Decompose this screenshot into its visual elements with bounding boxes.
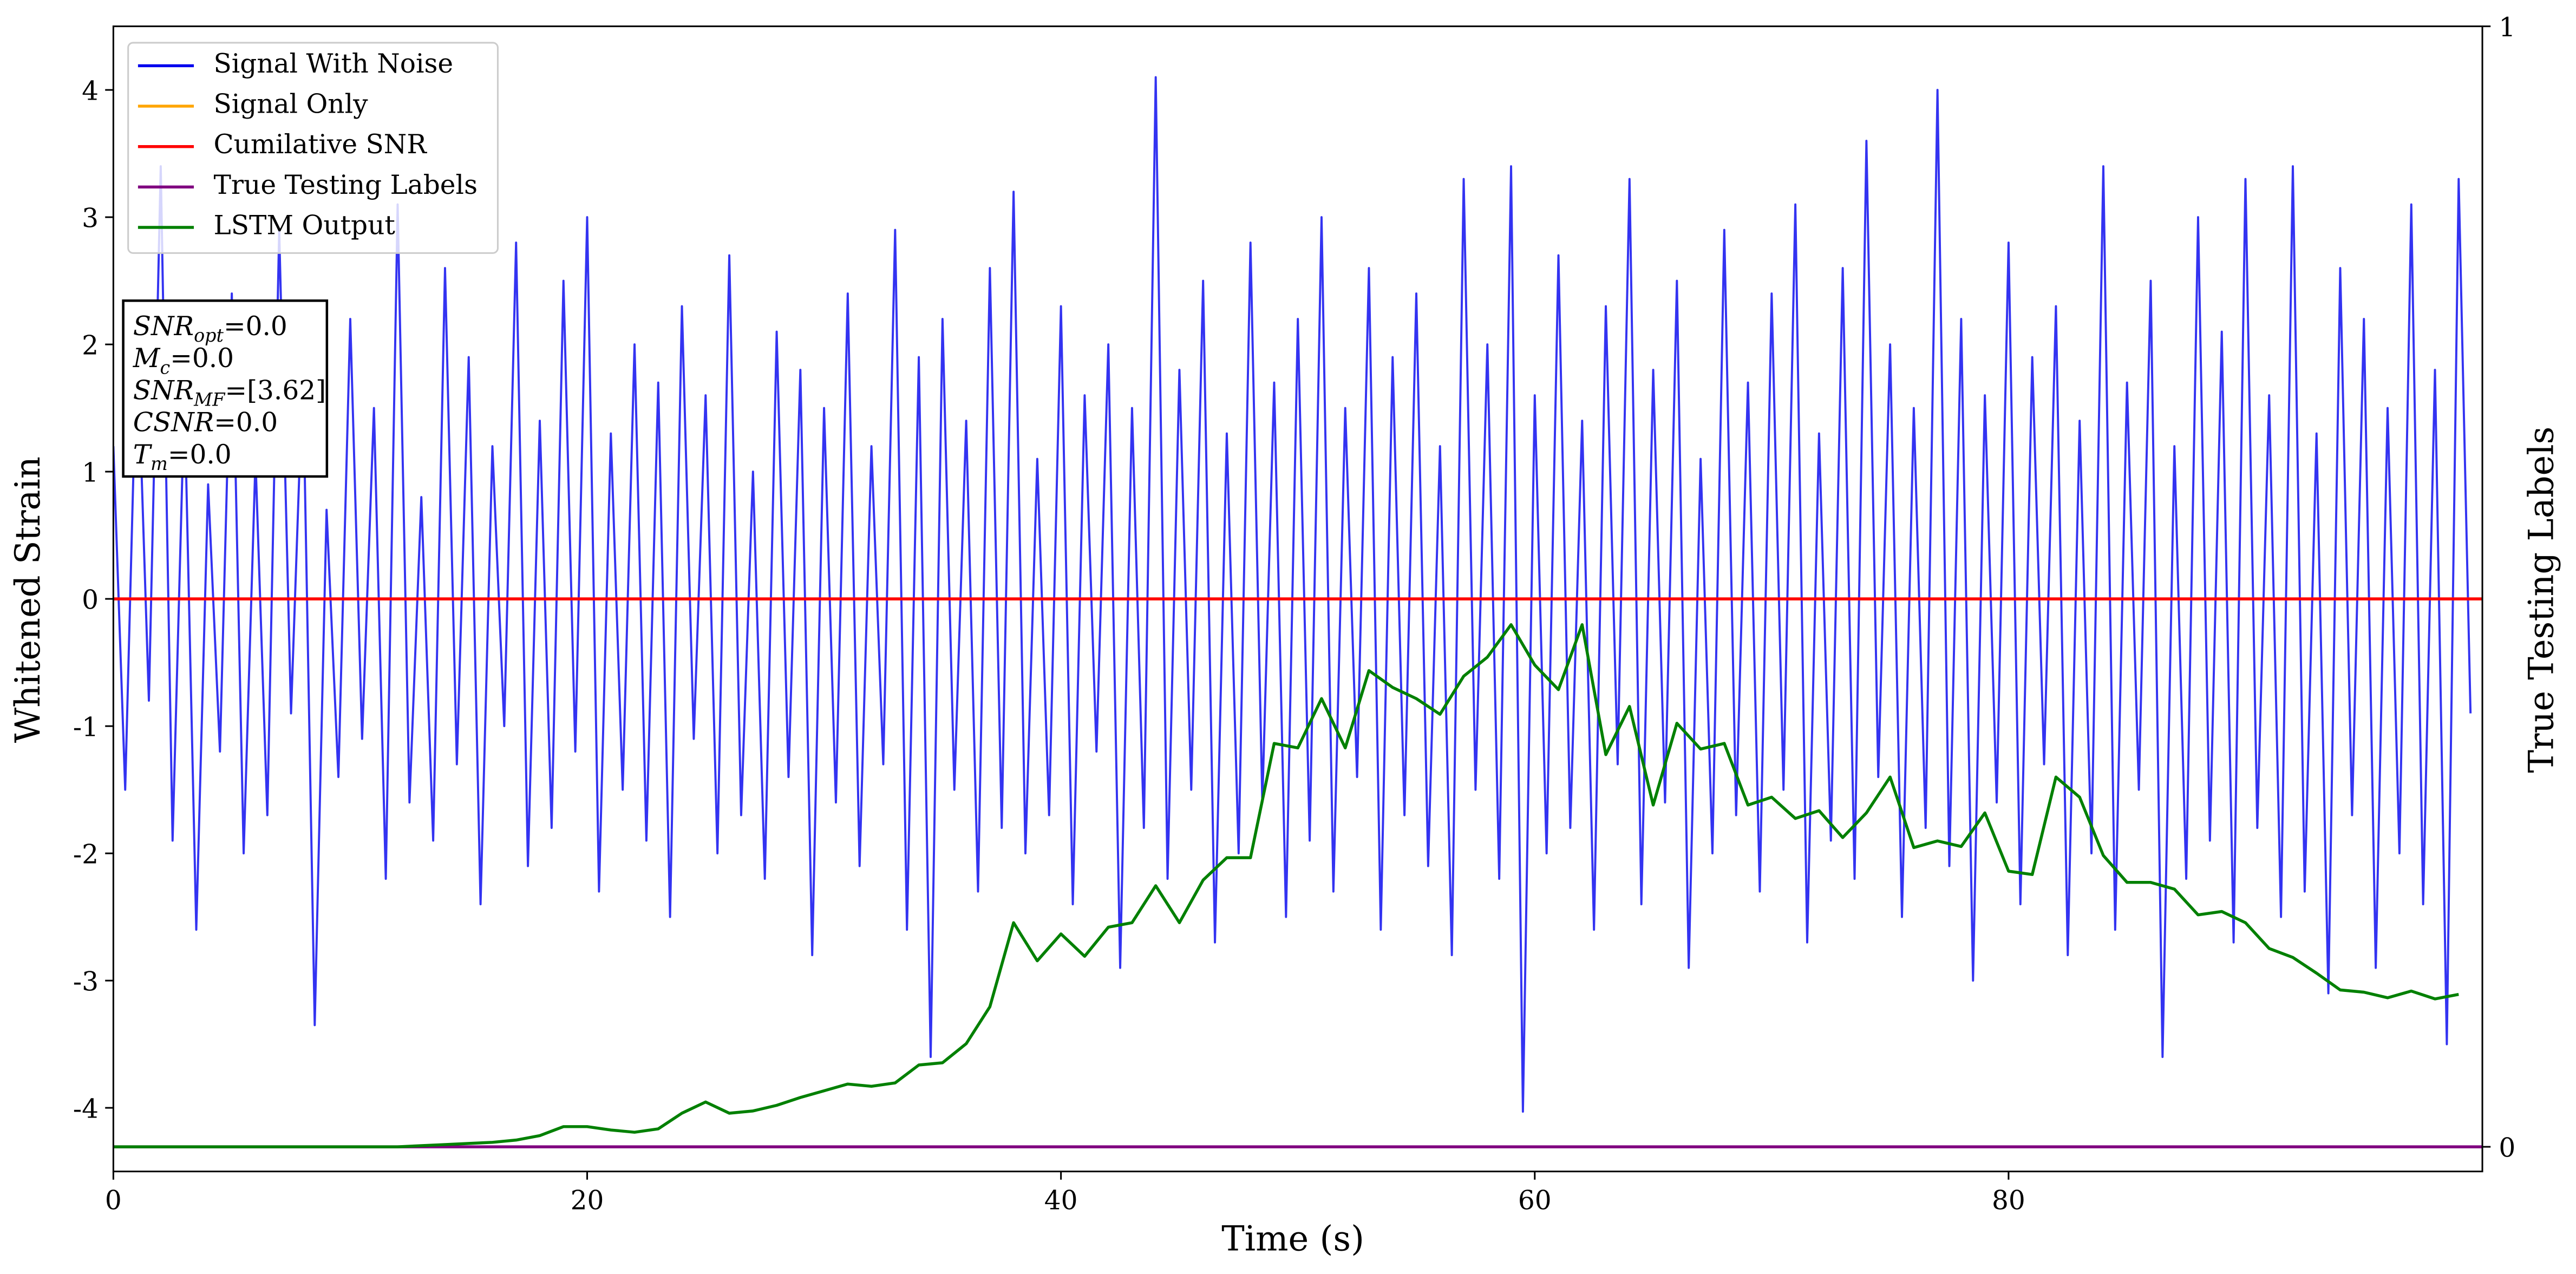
legend-label: True Testing Labels <box>213 170 478 200</box>
y-tick-label: -1 <box>73 712 99 742</box>
annotation-text: SNRMF=[3.62] <box>133 375 326 410</box>
y-tick-label: 1 <box>82 458 99 488</box>
legend: Signal With Noise Signal Only Cumilative S… <box>127 42 499 254</box>
y2-tick-label: 0 <box>2499 1133 2515 1163</box>
y2-axis-label: True Testing Labels <box>2522 427 2562 773</box>
annotation-symbol: SNR <box>133 375 194 406</box>
annotation-symbol: T <box>133 440 153 470</box>
annotation-subscript: c <box>160 357 171 378</box>
annotation-box: SNRopt=0.0Mc=0.0SNRMF=[3.62]CSNR=0.0Tm=0… <box>122 299 329 478</box>
annotation-value: =[3.62] <box>225 375 326 406</box>
x-axis-label: Time (s) <box>1221 1219 1364 1259</box>
x-tick-label: 0 <box>105 1185 122 1216</box>
annotation-symbol: CSNR <box>133 408 214 438</box>
legend-label: LSTM Output <box>213 211 395 241</box>
annotation-text: Mc=0.0 <box>133 343 234 378</box>
y-tick-label: 2 <box>82 330 99 361</box>
y-tick-label: -2 <box>73 839 99 870</box>
y-tick-label: -4 <box>73 1094 99 1124</box>
x-tick-label: 40 <box>1044 1185 1078 1216</box>
plot-frame <box>112 25 2483 1173</box>
plot-area <box>113 76 2483 1148</box>
annotation-text: Tm=0.0 <box>133 440 232 474</box>
annotation-value: =0.0 <box>168 440 232 470</box>
y2-tick-label: 1 <box>2499 12 2515 43</box>
y-tick-label: 0 <box>82 585 99 615</box>
y-tick-label: 4 <box>82 76 99 106</box>
annotation-text: SNRopt=0.0 <box>133 311 287 346</box>
annotation-subscript: m <box>151 453 168 474</box>
legend-label: Signal Only <box>213 89 368 120</box>
legend-label: Signal With Noise <box>213 49 453 79</box>
legend-frame <box>127 42 499 254</box>
annotation-frame <box>122 299 329 478</box>
annotation-subscript: opt <box>194 325 224 346</box>
annotation-symbol: M <box>133 343 161 374</box>
annotation-value: =0.0 <box>214 408 278 438</box>
annotation-value: =0.0 <box>224 311 287 342</box>
annotation-value: =0.0 <box>170 343 234 374</box>
series-line <box>113 623 2459 1148</box>
series-line <box>113 76 2472 1113</box>
y-axis-label: Whitened Strain <box>8 456 48 743</box>
annotation-text: CSNR=0.0 <box>133 408 278 438</box>
x-tick-label: 20 <box>571 1185 604 1216</box>
x-tick-label: 60 <box>1518 1185 1552 1216</box>
y-tick-label: 3 <box>82 203 99 233</box>
y-tick-label: -3 <box>73 966 99 997</box>
annotation-subscript: MF <box>193 389 226 410</box>
legend-label: Cumilative SNR <box>213 129 427 160</box>
x-tick-label: 80 <box>1992 1185 2025 1216</box>
annotation-symbol: SNR <box>133 311 194 342</box>
